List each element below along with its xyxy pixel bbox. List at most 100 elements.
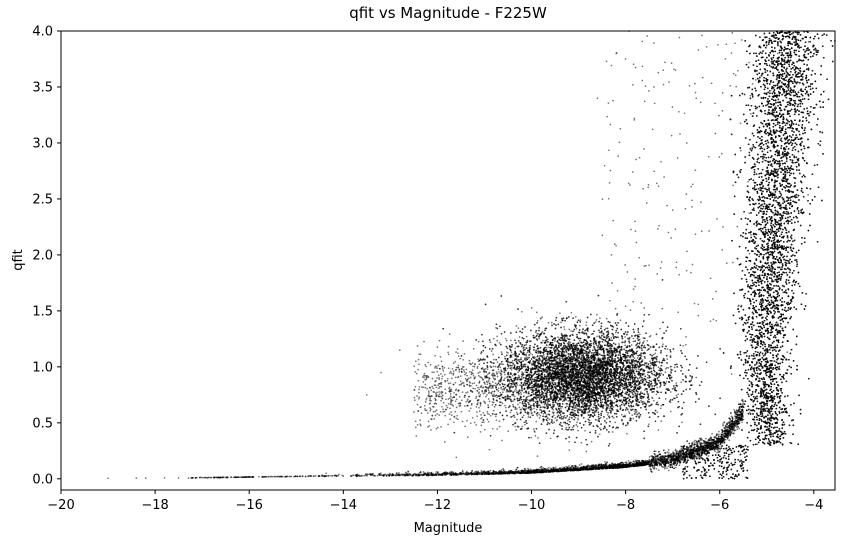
scatter-point — [536, 469, 538, 472]
scatter-point — [666, 467, 668, 470]
scatter-point — [667, 465, 670, 468]
scatter-point — [648, 465, 651, 468]
scatter-point — [394, 474, 397, 476]
scatter-point — [693, 452, 696, 455]
scatter-point — [489, 469, 492, 472]
scatter-point — [738, 403, 740, 406]
scatter-point — [404, 474, 406, 477]
scatter-point — [629, 464, 632, 467]
scatter-point — [230, 476, 232, 478]
scatter-point — [708, 439, 711, 442]
scatter-point — [718, 433, 720, 436]
scatter-point — [232, 476, 235, 479]
scatter-point — [716, 439, 718, 442]
scatter-point — [707, 455, 710, 457]
scatter-point — [107, 477, 109, 480]
scatter-point — [498, 471, 501, 474]
scatter-point — [676, 450, 679, 453]
scatter-point — [526, 471, 528, 474]
scatter-point — [262, 476, 265, 478]
scatter-point — [741, 409, 744, 412]
scatter-point — [728, 424, 730, 427]
scatter-point — [600, 463, 603, 466]
scatter-point — [575, 468, 578, 471]
scatter-point — [595, 464, 597, 466]
scatter-point — [686, 457, 689, 459]
scatter-point — [704, 442, 706, 445]
scatter-point — [515, 468, 518, 471]
scatter-point — [588, 465, 590, 467]
scatter-point — [730, 412, 732, 414]
scatter-point — [605, 466, 608, 469]
scatter-point — [714, 442, 717, 445]
scatter-point — [380, 474, 382, 476]
scatter-point — [618, 464, 621, 467]
scatter-point — [657, 461, 660, 464]
scatter-point — [684, 465, 687, 468]
scatter-point — [517, 470, 520, 472]
scatter-point — [651, 459, 654, 461]
scatter-point — [177, 477, 180, 479]
scatter-point — [471, 472, 474, 475]
scatter-point — [686, 459, 689, 462]
scatter-point — [428, 473, 430, 476]
scatter-point — [588, 468, 590, 471]
scatter-point — [596, 467, 599, 470]
scatter-point — [735, 409, 738, 412]
scatter-point — [674, 457, 677, 460]
scatter-point — [726, 433, 728, 436]
scatter-point — [522, 471, 525, 473]
scatter-point — [711, 432, 713, 435]
scatter-point — [422, 471, 425, 473]
scatter-point — [673, 467, 675, 470]
scatter-point — [226, 476, 229, 479]
scatter-point — [321, 474, 323, 476]
scatter-point — [567, 469, 569, 472]
scatter-point — [693, 455, 696, 457]
scatter-point — [277, 475, 279, 478]
scatter-point — [729, 419, 732, 422]
scatter-point — [651, 464, 654, 466]
scatter-point — [397, 474, 400, 476]
scatter-point — [388, 474, 391, 477]
scatter-point — [737, 425, 739, 428]
scatter-point — [642, 460, 645, 462]
scatter-point — [474, 472, 477, 475]
scatter-point — [661, 465, 663, 468]
scatter-point — [523, 467, 526, 470]
scatter-point — [376, 474, 379, 477]
scatter-point — [540, 465, 543, 468]
scatter-point — [693, 441, 695, 443]
scatter-point — [702, 446, 705, 449]
scatter-point — [663, 467, 666, 470]
scatter-point — [430, 472, 432, 475]
scatter-point — [723, 427, 726, 429]
scatter-point — [415, 473, 417, 476]
scatter-point — [502, 469, 505, 472]
scatter-point — [437, 471, 439, 474]
scatter-point — [341, 474, 344, 477]
scatter-point — [708, 444, 710, 447]
scatter-point — [313, 475, 316, 477]
scatter-point — [738, 406, 741, 409]
scatter-point — [554, 466, 557, 469]
scatter-point — [488, 470, 490, 473]
scatter-point — [665, 462, 667, 465]
scatter-point — [667, 469, 670, 472]
scatter-point — [547, 469, 550, 472]
scatter-point — [533, 471, 536, 473]
scatter-point — [640, 464, 642, 467]
scatter-point — [516, 471, 519, 474]
scatter-point — [239, 476, 241, 478]
scatter-point — [549, 471, 552, 473]
scatter-point — [717, 435, 720, 438]
scatter-point — [468, 472, 470, 475]
scatter-point — [695, 443, 698, 446]
scatter-point — [543, 467, 546, 470]
scatter-point — [268, 475, 270, 478]
scatter-point — [565, 465, 568, 468]
scatter-point — [290, 475, 292, 478]
scatter-point — [715, 434, 718, 437]
scatter-point — [624, 461, 627, 464]
scatter-point — [653, 450, 656, 453]
